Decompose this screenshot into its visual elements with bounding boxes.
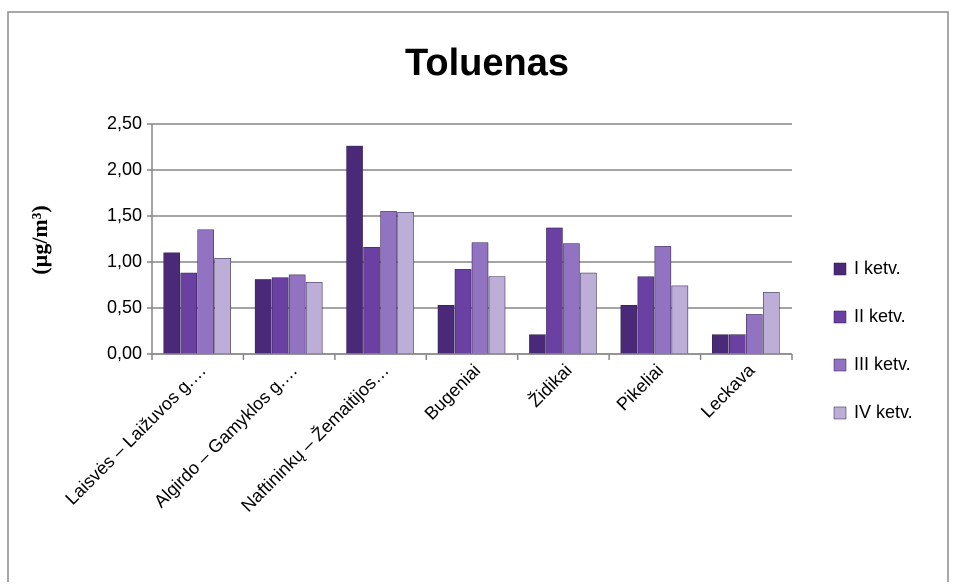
bar: [454, 269, 472, 355]
legend-marker: [833, 406, 847, 420]
bar: [637, 276, 655, 355]
bar: [488, 276, 506, 355]
legend-label: IV ketv.: [854, 402, 913, 422]
bar: [620, 304, 638, 355]
bar: [529, 334, 546, 355]
bar: [729, 334, 746, 355]
bar: [214, 258, 231, 355]
bar: [346, 145, 363, 355]
bar: [546, 227, 563, 355]
bar: [671, 285, 689, 355]
bar: [363, 247, 380, 355]
y-tick-label: 2,50: [107, 113, 142, 133]
bar: [397, 212, 414, 355]
y-tick-label: 2,00: [107, 159, 142, 179]
bar: [471, 242, 489, 355]
legend-marker: [833, 310, 847, 324]
bar: [437, 304, 455, 355]
y-tick-label: 1,50: [107, 205, 142, 225]
legend-label: I ketv.: [854, 258, 901, 278]
bar: [197, 229, 214, 355]
legend-label: III ketv.: [854, 354, 911, 374]
bar: [288, 274, 306, 355]
bar: [563, 243, 580, 355]
bar: [254, 279, 272, 355]
bar: [380, 211, 397, 355]
legend-marker: [833, 262, 847, 276]
legend-marker: [833, 358, 847, 372]
bar: [763, 292, 780, 355]
bar: [580, 272, 597, 355]
y-tick-label: 0,50: [107, 297, 142, 317]
bar: [163, 252, 180, 355]
bar: [654, 246, 672, 355]
y-tick-label: 1,00: [107, 251, 142, 271]
bar: [305, 281, 323, 355]
chart-title: Toluenas: [405, 42, 569, 84]
legend-label: II ketv.: [854, 306, 906, 326]
bar: [271, 277, 289, 355]
y-axis-label: (µg/m³): [27, 205, 52, 274]
y-tick-label: 0,00: [107, 343, 142, 363]
bar: [180, 272, 197, 355]
bar: [712, 334, 729, 355]
bar: [746, 314, 763, 355]
